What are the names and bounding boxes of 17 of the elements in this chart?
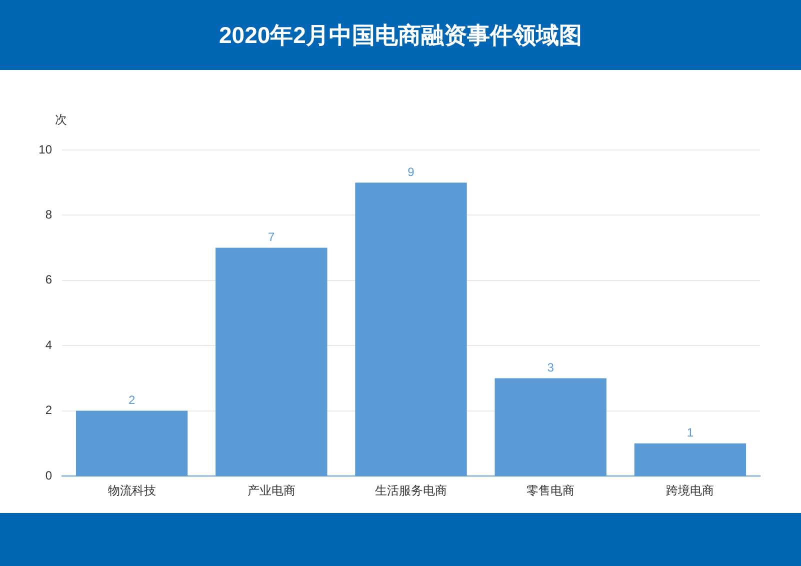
data-label: 7 (268, 230, 276, 244)
data-label: 1 (686, 426, 694, 440)
data-label: 3 (547, 360, 554, 375)
y-tick-label: 4 (45, 338, 52, 352)
y-axis-title: 次 (55, 112, 67, 126)
y-tick-label: 0 (45, 468, 52, 482)
x-tick-label: 零售电商 (526, 484, 575, 498)
y-tick-label: 6 (45, 272, 52, 287)
y-tick-label: 10 (38, 142, 52, 156)
y-tick-label: 8 (45, 208, 52, 222)
x-tick-label: 产业电商 (247, 484, 296, 498)
y-tick-label: 2 (45, 403, 52, 418)
x-tick-label: 跨境电商 (666, 484, 714, 498)
data-label: 9 (408, 164, 415, 179)
x-tick-label: 生活服务电商 (375, 484, 447, 498)
data-label: 2 (128, 393, 136, 408)
x-tick-label: 物流科技 (108, 484, 156, 498)
